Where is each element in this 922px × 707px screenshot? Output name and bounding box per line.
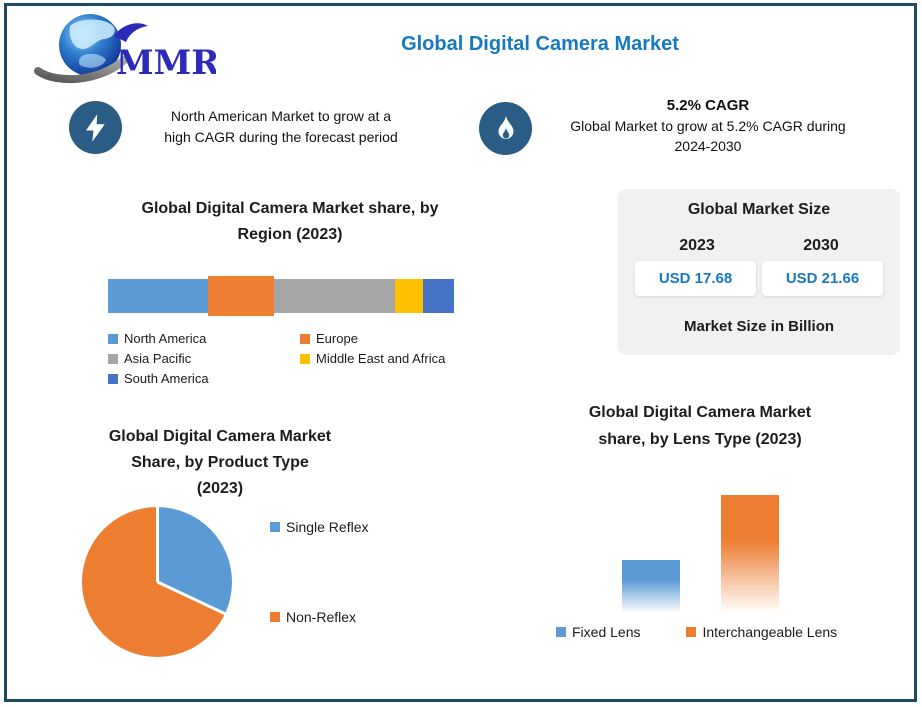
region-segment-middle-east-and-africa [395, 279, 423, 313]
legend-label: North America [124, 331, 207, 346]
svg-text:MMR: MMR [116, 43, 216, 83]
legend-item-europe: Europe [300, 331, 478, 346]
legend-marker-fixed-lens [556, 627, 566, 637]
lens-chart-title: Global Digital Camera Market share, by L… [588, 404, 812, 448]
lens-bar-interchangeable-lens [721, 495, 779, 613]
legend-marker-north-america [108, 333, 118, 344]
region-segment-south-america [422, 279, 454, 313]
lens-type-legend: Fixed Lens Interchangeable Lens [556, 624, 837, 640]
lightning-icon [69, 101, 122, 154]
year-2030-label: 2030 [803, 237, 839, 254]
legend-label: Asia Pacific [124, 351, 192, 366]
legend-item-fixed-lens: Fixed Lens [556, 624, 640, 640]
global-market-size-panel: Global Market Size 2023 2030 USD 17.68 U… [618, 189, 900, 355]
highlight-cagr-text: 5.2% CAGR Global Market to grow at 5.2% … [538, 96, 878, 156]
legend-label: Fixed Lens [572, 624, 641, 640]
globe-logo-icon: MMR [34, 14, 220, 84]
market-value-2030: USD 21.66 [762, 261, 883, 296]
page-title: Global Digital Camera Market [401, 33, 679, 55]
legend-marker-non-reflex [270, 612, 280, 622]
legend-item-middle-east-and-africa: Middle East and Africa [300, 351, 478, 366]
legend-marker-single-reflex [270, 522, 280, 532]
legend-label: South America [124, 371, 209, 386]
product-chart-title: Global Digital Camera Market Share, by P… [108, 428, 332, 497]
market-size-title: Global Market Size [687, 201, 831, 218]
cagr-headline: 5.2% CAGR [666, 97, 750, 114]
region-legend: North America Europe Asia Pacific Middle Ea… [108, 331, 478, 386]
flame-icon [479, 102, 532, 155]
legend-item-south-america: South America [108, 371, 300, 386]
market-value-2023: USD 17.68 [635, 261, 756, 296]
legend-label: Interchangeable Lens [702, 624, 838, 640]
lens-type-bar-chart [540, 480, 870, 613]
region-chart-title: Global Digital Camera Market share, by R… [141, 200, 439, 243]
legend-marker-middle-east-and-africa [300, 353, 310, 364]
legend-marker-south-america [108, 373, 118, 384]
legend-item-north-america: North America [108, 331, 300, 346]
lens-bar-fixed-lens [622, 560, 680, 613]
highlight-north-america-text: North American Market to grow at a high … [164, 108, 398, 145]
legend-marker-europe [300, 333, 310, 344]
legend-marker-asia-pacific [108, 353, 118, 364]
pie-slice-divider [156, 507, 159, 582]
legend-label: Non-Reflex [286, 609, 357, 625]
region-stacked-bar [108, 276, 454, 316]
legend-label: Single Reflex [286, 519, 369, 535]
legend-label: Middle East and Africa [316, 351, 446, 366]
market-size-footnote: Market Size in Billion [683, 318, 835, 335]
product-type-legend: Single Reflex Non-Reflex [270, 519, 369, 625]
legend-item-single-reflex: Single Reflex [270, 519, 369, 535]
year-2023-label: 2023 [679, 237, 715, 254]
legend-item-non-reflex: Non-Reflex [270, 609, 369, 625]
region-segment-europe [208, 276, 275, 316]
legend-label: Europe [316, 331, 358, 346]
legend-item-asia-pacific: Asia Pacific [108, 351, 300, 366]
region-segment-asia-pacific [274, 279, 396, 313]
mmr-logo: MMR [26, 8, 220, 88]
legend-item-interchangeable-lens: Interchangeable Lens [686, 624, 837, 640]
legend-marker-interchangeable-lens [686, 627, 697, 637]
region-segment-north-america [108, 279, 209, 313]
